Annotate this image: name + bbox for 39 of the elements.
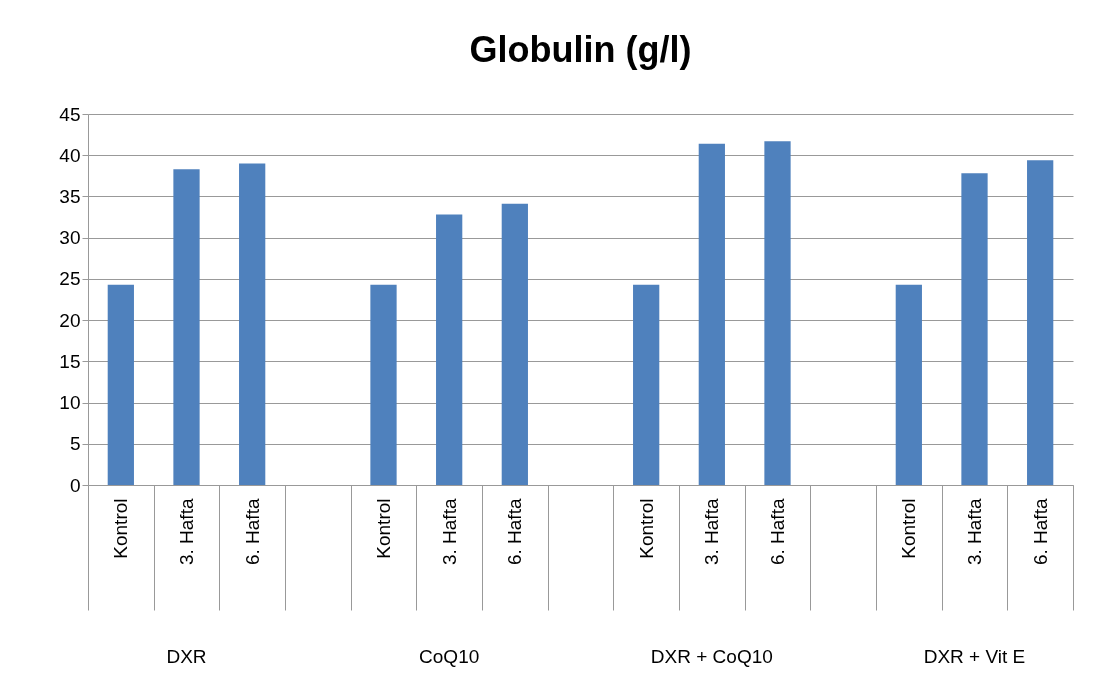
bar (370, 284, 397, 485)
x-tick-label: Kontrol (110, 498, 132, 559)
x-tick-label: 6. Hafta (241, 498, 263, 566)
bar (436, 214, 463, 485)
text: DXR (166, 646, 207, 667)
x-tick-label: Kontrol (898, 498, 920, 559)
text: DXR + CoQ10 (650, 646, 773, 667)
y-tick-label: 0 (69, 474, 81, 496)
x-tick-label: 3. Hafta (438, 498, 460, 566)
bar (698, 143, 725, 485)
x-tick-label: 3. Hafta (701, 498, 723, 566)
text: CoQ10 (419, 646, 480, 667)
text: DXR + Vit E (923, 646, 1026, 667)
bar (501, 203, 528, 485)
x-tick-label: 3. Hafta (176, 498, 197, 566)
x-tick-label: 3. Hafta (964, 498, 985, 566)
bar (633, 284, 660, 485)
x-tick-label: Kontrol (635, 498, 657, 559)
bar (764, 141, 791, 485)
y-tick-label: 30 (59, 227, 81, 249)
y-tick-label: 10 (59, 392, 81, 414)
chart-title: Globulin (g/l) (469, 29, 692, 70)
bar (1027, 160, 1054, 485)
y-tick-label: 20 (59, 309, 81, 331)
bar (961, 173, 988, 485)
x-tick-label: 6. Hafta (767, 498, 788, 566)
y-tick-label: 5 (69, 433, 81, 455)
y-tick-label: 45 (59, 103, 81, 125)
bar (173, 169, 200, 485)
x-tick-label: 6. Hafta (504, 498, 526, 566)
y-tick-label: 40 (59, 144, 81, 166)
x-tick-label: Kontrol (373, 498, 394, 559)
bar (107, 284, 134, 485)
bar (895, 284, 922, 485)
x-tick-label: 6. Hafta (1029, 498, 1051, 566)
y-tick-label: 25 (59, 268, 81, 290)
bar (239, 163, 266, 485)
y-tick-label: 35 (59, 185, 81, 207)
y-tick-label: 15 (59, 350, 81, 372)
